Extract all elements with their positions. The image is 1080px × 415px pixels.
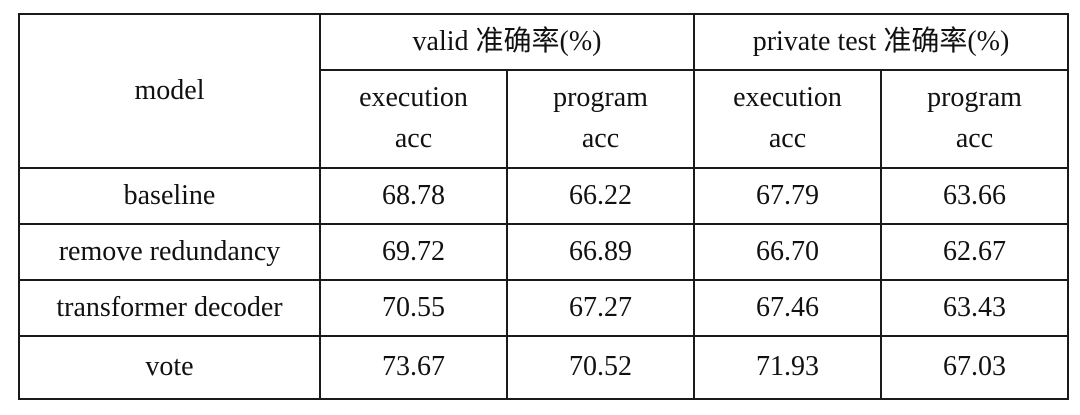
- value-cell: 71.93: [693, 335, 882, 400]
- header-sub-line1: execution: [359, 82, 468, 114]
- value-cell: 67.27: [506, 279, 695, 337]
- header-group-valid: valid 准确率(%): [319, 13, 695, 71]
- model-name-cell: remove redundancy: [18, 223, 321, 281]
- header-sub-cell: execution acc: [319, 69, 508, 169]
- model-name-cell: baseline: [18, 167, 321, 225]
- header-model: model: [18, 13, 321, 169]
- header-group-row: model valid 准确率(%) private test 准确率(%): [18, 13, 1070, 169]
- header-sub-row: execution acc program acc execution acc …: [19, 69, 1070, 169]
- header-group-private-test: private test 准确率(%): [692, 13, 1070, 71]
- value-cell: 62.67: [879, 223, 1070, 281]
- value-cell: 73.67: [319, 335, 508, 400]
- table-row: vote 73.67 70.52 71.93 67.03: [18, 335, 1070, 400]
- header-sub-cell: program acc: [506, 69, 695, 169]
- results-table-container: model valid 准确率(%) private test 准确率(%) e…: [18, 13, 1070, 400]
- model-name-cell: vote: [18, 335, 321, 400]
- value-cell: 67.79: [693, 167, 882, 225]
- value-cell: 63.66: [879, 167, 1070, 225]
- value-cell: 67.46: [693, 279, 882, 337]
- results-table: model valid 准确率(%) private test 准确率(%) e…: [18, 13, 1070, 400]
- value-cell: 69.72: [319, 223, 508, 281]
- header-sub-line1: program: [553, 82, 648, 114]
- header-sub-line1: execution: [733, 82, 842, 114]
- table-row: baseline 68.78 66.22 67.79 63.66: [18, 167, 1070, 225]
- value-cell: 66.22: [506, 167, 695, 225]
- header-sub-line2: acc: [581, 123, 620, 154]
- header-sub-cell: program acc: [879, 69, 1070, 169]
- header-sub-cell: execution acc: [693, 69, 882, 169]
- value-cell: 66.70: [693, 223, 882, 281]
- table-row: remove redundancy 69.72 66.89 66.70 62.6…: [18, 223, 1070, 281]
- value-cell: 70.55: [319, 279, 508, 337]
- value-cell: 67.03: [879, 335, 1070, 400]
- value-cell: 70.52: [506, 335, 695, 400]
- header-sub-line2: acc: [955, 123, 994, 154]
- header-sub-line2: acc: [394, 123, 433, 154]
- value-cell: 66.89: [506, 223, 695, 281]
- header-sub-line1: program: [927, 82, 1022, 114]
- table-row: transformer decoder 70.55 67.27 67.46 63…: [18, 279, 1070, 337]
- value-cell: 63.43: [879, 279, 1070, 337]
- model-name-cell: transformer decoder: [18, 279, 321, 337]
- header-sub-line2: acc: [768, 123, 807, 154]
- value-cell: 68.78: [319, 167, 508, 225]
